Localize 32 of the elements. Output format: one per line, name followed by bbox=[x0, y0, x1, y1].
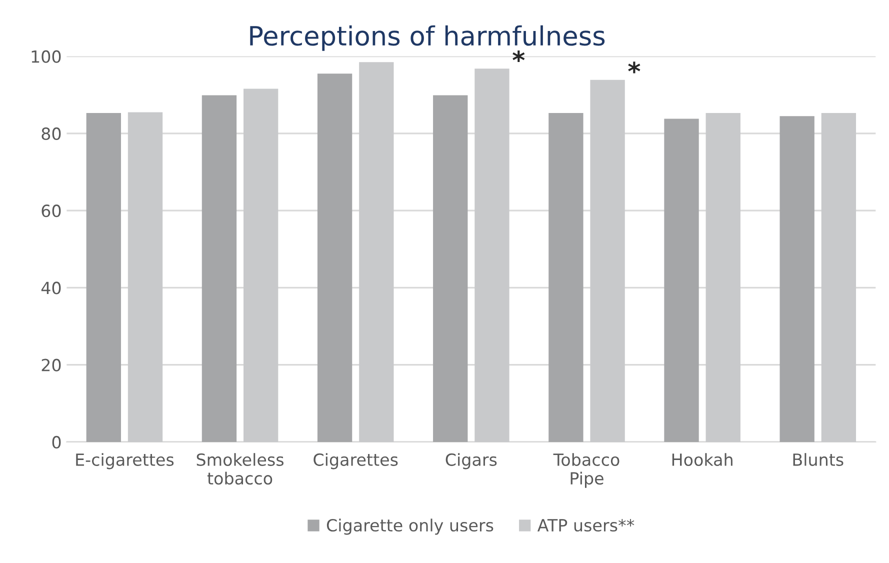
y-tick-label: 60 bbox=[42, 204, 61, 218]
bar bbox=[128, 112, 163, 442]
bar bbox=[433, 95, 468, 442]
x-tick-label: Cigarettes bbox=[314, 453, 398, 470]
x-tick-label: E-cigarettes bbox=[76, 453, 174, 470]
x-tick-label: Tobacco Pipe bbox=[553, 453, 620, 488]
bar bbox=[243, 88, 278, 442]
y-tick-label: 80 bbox=[42, 127, 61, 140]
y-tick-label: 20 bbox=[42, 358, 61, 372]
annotation: * bbox=[628, 62, 640, 74]
bar bbox=[548, 112, 584, 442]
bar bbox=[706, 112, 740, 442]
bar bbox=[359, 62, 394, 442]
bar bbox=[86, 112, 121, 442]
annotation: * bbox=[512, 50, 525, 62]
x-tick-label: Smokeless tobacco bbox=[196, 453, 284, 485]
x-tick-label: Blunts bbox=[793, 453, 844, 466]
bar bbox=[474, 68, 510, 442]
y-tick-label: 0 bbox=[52, 436, 61, 449]
bar bbox=[317, 74, 352, 442]
x-tick-label: Cigars bbox=[446, 453, 497, 470]
legend-label: Cigarette only users bbox=[326, 518, 494, 535]
bar bbox=[821, 112, 856, 442]
y-tick-label: 40 bbox=[41, 282, 61, 294]
bar bbox=[202, 95, 237, 442]
bar bbox=[664, 118, 699, 442]
bar bbox=[590, 80, 625, 442]
chart-title: Perceptions of harmfulness bbox=[250, 25, 605, 51]
legend-label: ATP users** bbox=[537, 518, 634, 532]
y-tick-label: 100 bbox=[32, 50, 61, 63]
x-tick-label: Hookah bbox=[672, 453, 732, 466]
bar bbox=[780, 116, 814, 442]
